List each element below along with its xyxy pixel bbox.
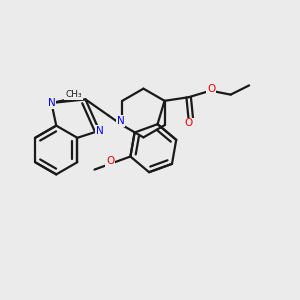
Text: CH₃: CH₃ <box>65 90 82 99</box>
Text: N: N <box>95 126 103 136</box>
Text: N: N <box>48 98 55 108</box>
Text: N: N <box>117 116 124 126</box>
Text: O: O <box>106 156 114 166</box>
Text: O: O <box>185 118 193 128</box>
Text: O: O <box>207 84 215 94</box>
